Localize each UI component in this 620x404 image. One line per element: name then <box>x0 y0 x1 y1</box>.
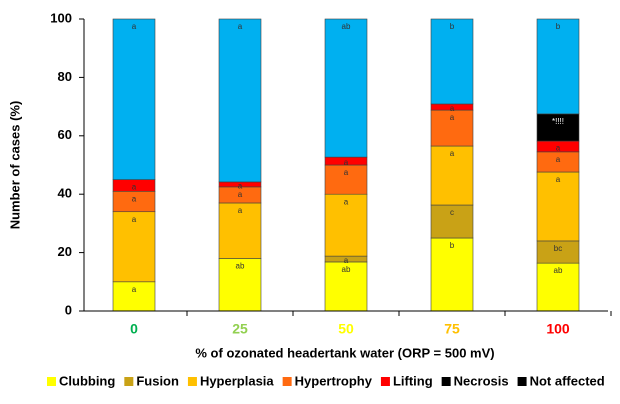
segment-label: a <box>132 285 137 294</box>
segment-label: b <box>450 241 455 250</box>
bar-segment <box>218 202 262 259</box>
segment-label: a <box>556 155 561 164</box>
legend-swatch <box>517 377 527 386</box>
bar-segment <box>536 18 580 115</box>
x-tick-label: 25 <box>232 321 248 337</box>
legend-label: Clubbing <box>59 373 115 388</box>
legend-label: Hyperplasia <box>200 373 274 388</box>
segment-label: c <box>450 208 454 217</box>
y-tick-label: 40 <box>58 186 72 201</box>
segment-label: bc <box>554 244 562 253</box>
bar-segment <box>324 164 368 195</box>
segment-label: ab <box>236 262 245 271</box>
bar-segment <box>324 18 368 158</box>
bar-segment <box>536 171 580 242</box>
bar-segment <box>536 262 580 312</box>
segment-label: a <box>450 113 455 122</box>
y-tick-label: 100 <box>50 10 72 25</box>
segment-label: *!!!! <box>552 117 564 126</box>
segment-label: b <box>450 22 455 31</box>
y-tick-label: 20 <box>58 244 72 259</box>
legend-label: Fusion <box>136 373 179 388</box>
segment-label: a <box>132 215 137 224</box>
legend-label: Not affected <box>530 373 605 388</box>
bar-segment <box>218 18 262 183</box>
segment-label: ab <box>342 22 351 31</box>
segment-label: a <box>556 175 561 184</box>
legend-swatch <box>441 377 451 386</box>
segment-label: a <box>238 182 243 191</box>
segment-label: a <box>132 194 137 203</box>
x-axis-title: % of ozonated headertank water (ORP = 50… <box>195 345 494 360</box>
bar-segment <box>430 145 474 206</box>
x-tick-label: 100 <box>546 321 570 337</box>
segment-label: a <box>344 197 349 206</box>
segment-label: a <box>450 104 455 113</box>
segment-label: a <box>132 183 137 192</box>
bar-segment <box>536 113 580 142</box>
y-tick-label: 0 <box>65 302 72 317</box>
bar-segment <box>430 18 474 105</box>
x-tick-label: 75 <box>444 321 460 337</box>
legend-swatch <box>282 377 292 386</box>
bar-segment <box>324 193 368 257</box>
y-tick-label: 60 <box>58 127 72 142</box>
x-tick-label: 0 <box>130 321 138 337</box>
segment-label: ab <box>554 266 563 275</box>
segment-label: a <box>344 256 349 265</box>
legend-label: Lifting <box>393 373 433 388</box>
y-tick-label: 80 <box>58 69 72 84</box>
legend-swatch <box>187 377 197 386</box>
bar-segment <box>430 237 474 312</box>
legend-swatch <box>380 377 390 386</box>
segment-label: a <box>556 144 561 153</box>
x-tick-label: 50 <box>338 321 354 337</box>
segment-label: a <box>450 149 455 158</box>
y-axis-title: Number of cases (%) <box>7 101 22 230</box>
legend-label: Necrosis <box>454 373 509 388</box>
segment-label: a <box>132 22 137 31</box>
segment-label: a <box>344 168 349 177</box>
bar-segment <box>112 18 156 180</box>
segment-label: a <box>238 190 243 199</box>
segment-label: ab <box>342 265 351 274</box>
segment-label: a <box>238 206 243 215</box>
segment-label: a <box>344 158 349 167</box>
bar-segment <box>430 109 474 147</box>
segment-label: a <box>238 22 243 31</box>
legend-swatch <box>47 377 56 386</box>
segment-label: b <box>556 22 561 31</box>
legend-swatch <box>124 377 134 386</box>
legend-label: Hypertrophy <box>295 373 373 388</box>
bar-segment <box>112 211 156 283</box>
